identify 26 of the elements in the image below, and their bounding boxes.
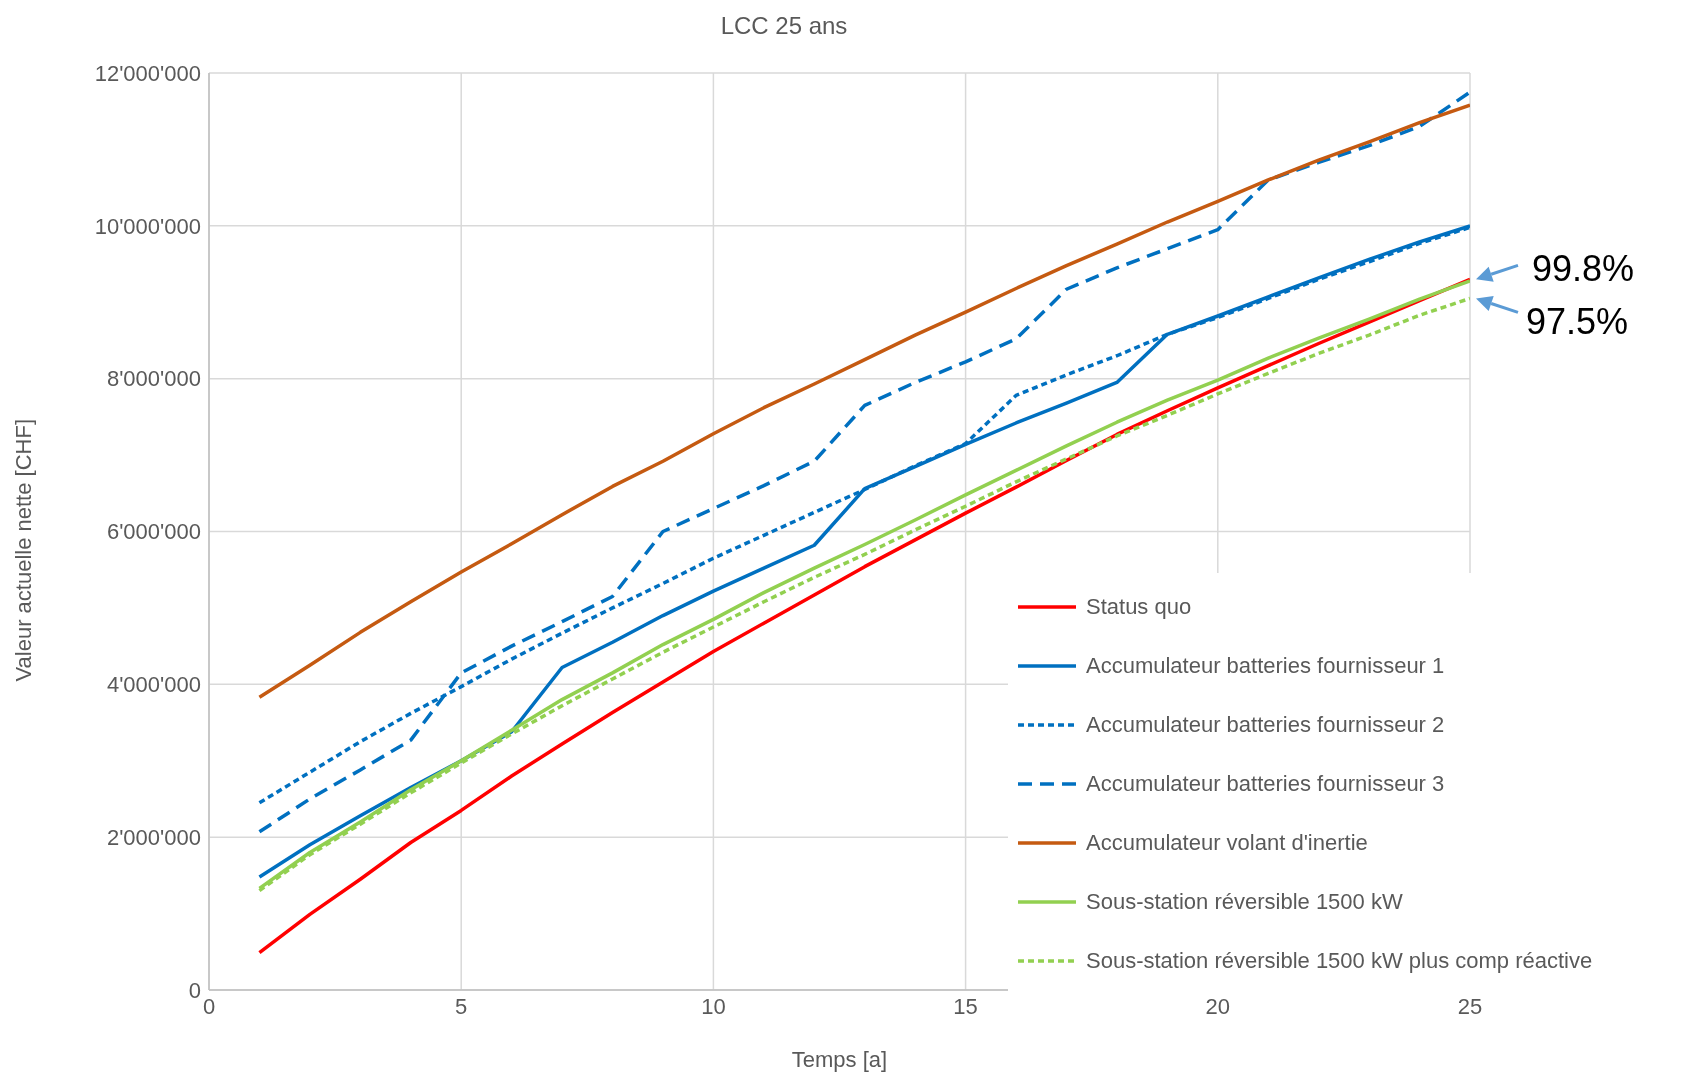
legend-label: Sous-station réversible 1500 kW plus comp réactive	[1086, 947, 1593, 974]
legend-label: Sous-station réversible 1500 kW	[1086, 888, 1403, 915]
line-series	[257, 90, 1470, 834]
x-tick-label: 15	[953, 993, 978, 1019]
legend-label: Accumulateur volant d'inertie	[1086, 829, 1368, 856]
chart-title: LCC 25 ans	[719, 12, 849, 40]
x-tick-label: 5	[455, 993, 468, 1019]
legend-label: Accumulateur batteries fournisseur 1	[1086, 652, 1445, 679]
y-tick-label: 0	[188, 977, 201, 1003]
line-series	[257, 103, 1470, 700]
legend-label: Accumulateur batteries fournisseur 2	[1086, 711, 1445, 738]
annotation: 97.5%	[1526, 300, 1629, 342]
annotation: 99.8%	[1532, 247, 1635, 289]
legend-label: Status quo	[1086, 593, 1192, 620]
x-tick-label: 10	[701, 993, 726, 1019]
y-tick-label: 4'000'000	[106, 672, 201, 698]
x-tick-label: 25	[1457, 993, 1483, 1019]
y-axis-title: Valeur actuelle nette [CHF]	[10, 419, 36, 682]
y-tick-label: 10'000'000	[94, 213, 201, 239]
y-tick-label: 2'000'000	[106, 824, 201, 850]
y-tick-label: 8'000'000	[106, 366, 201, 392]
x-axis-title: Temps [a]	[791, 1047, 888, 1072]
x-tick-label: 20	[1205, 993, 1231, 1019]
legend-label: Accumulateur batteries fournisseur 3	[1086, 770, 1445, 797]
y-tick-label: 6'000'000	[106, 519, 201, 545]
y-tick-label: 12'000'000	[94, 60, 201, 86]
